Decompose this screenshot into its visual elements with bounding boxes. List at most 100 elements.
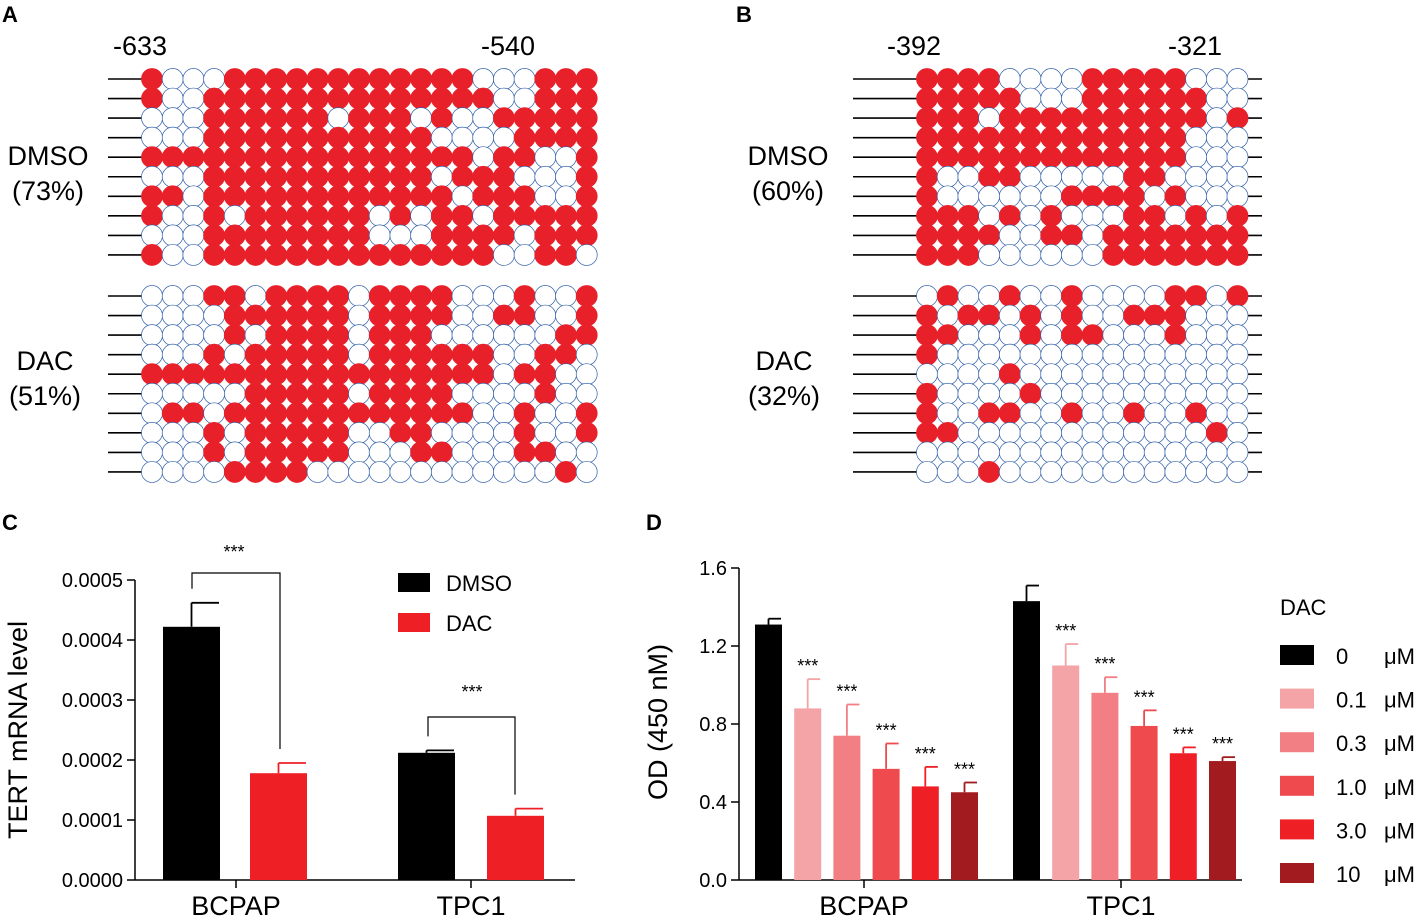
- methylated-cpg-dot: [472, 363, 495, 386]
- methylated-cpg-dot: [285, 421, 308, 444]
- y-tick-label: 0.0005: [62, 570, 123, 592]
- unmethylated-cpg-dot: [1123, 363, 1145, 386]
- unmethylated-cpg-dot: [141, 402, 163, 425]
- methylated-cpg-dot: [1061, 107, 1083, 129]
- methylated-cpg-dot: [265, 87, 288, 110]
- unmethylated-cpg-dot: [1081, 304, 1104, 327]
- methylated-cpg-dot: [1226, 285, 1249, 307]
- significance-label: ***: [1134, 687, 1155, 707]
- methylated-cpg-dot: [1123, 244, 1145, 266]
- methylated-cpg-dot: [430, 402, 453, 425]
- methylated-cpg-dot: [244, 87, 267, 110]
- unmethylated-cpg-dot: [161, 461, 184, 483]
- legend-swatch: [1280, 688, 1314, 709]
- methylated-cpg-dot: [410, 185, 433, 208]
- methylated-cpg-dot: [223, 126, 246, 149]
- methylated-cpg-dot: [348, 107, 370, 129]
- methylated-cpg-dot: [306, 343, 329, 366]
- methylation-panel-b: -392 -321 DMSO (60%) DAC (32%): [748, 31, 1262, 483]
- unmethylated-cpg-dot: [1143, 324, 1166, 346]
- unmethylated-cpg-dot: [493, 285, 515, 307]
- bar-dose-3.0-tpc1: [1169, 753, 1197, 880]
- unmethylated-cpg-dot: [141, 107, 163, 129]
- unmethylated-cpg-dot: [957, 343, 980, 366]
- unmethylated-cpg-dot: [1226, 146, 1249, 169]
- unmethylated-cpg-dot: [1143, 402, 1166, 425]
- methylation-row: [108, 224, 598, 247]
- unmethylated-cpg-dot: [472, 324, 495, 346]
- unmethylated-cpg-dot: [957, 285, 980, 307]
- methylated-cpg-dot: [1040, 107, 1063, 129]
- methylated-cpg-dot: [265, 224, 288, 247]
- unmethylated-cpg-dot: [575, 363, 598, 386]
- unmethylated-cpg-dot: [1040, 304, 1063, 327]
- methylated-cpg-dot: [285, 382, 308, 405]
- methylated-cpg-dot: [389, 185, 412, 208]
- methylated-cpg-dot: [957, 87, 980, 110]
- unmethylated-cpg-dot: [161, 422, 184, 444]
- methylated-cpg-dot: [410, 324, 433, 347]
- position-end-label: -540: [481, 31, 535, 61]
- unmethylated-cpg-dot: [141, 224, 163, 247]
- unmethylated-cpg-dot: [534, 285, 557, 307]
- methylated-cpg-dot: [389, 126, 412, 149]
- methylated-cpg-dot: [223, 285, 246, 307]
- unmethylated-cpg-dot: [998, 224, 1021, 247]
- methylated-cpg-dot: [327, 382, 350, 405]
- unmethylated-cpg-dot: [493, 363, 515, 386]
- unmethylated-cpg-dot: [348, 382, 370, 405]
- methylated-cpg-dot: [410, 363, 433, 386]
- methylated-cpg-dot: [410, 244, 433, 266]
- unmethylated-cpg-dot: [472, 304, 495, 327]
- methylated-cpg-dot: [389, 382, 412, 405]
- methylated-cpg-dot: [306, 146, 329, 169]
- methylated-cpg-dot: [534, 382, 557, 405]
- methylated-cpg-dot: [534, 441, 557, 464]
- methylated-cpg-dot: [1123, 165, 1145, 188]
- unmethylated-cpg-dot: [555, 402, 577, 425]
- unmethylated-cpg-dot: [1081, 165, 1104, 188]
- unmethylated-cpg-dot: [978, 205, 1000, 227]
- unmethylated-cpg-dot: [182, 285, 205, 307]
- methylated-cpg-dot: [327, 224, 350, 247]
- group-label-dac: DAC: [755, 346, 812, 376]
- methylated-cpg-dot: [203, 244, 226, 266]
- unmethylated-cpg-dot: [161, 68, 184, 90]
- methylated-cpg-dot: [451, 204, 474, 227]
- unmethylated-cpg-dot: [472, 146, 495, 169]
- methylation-row: [108, 441, 598, 464]
- legend-swatch: [1280, 863, 1314, 883]
- unmethylated-cpg-dot: [203, 402, 225, 425]
- significance-label: ***: [876, 721, 897, 741]
- unmethylated-cpg-dot: [916, 285, 938, 307]
- methylated-cpg-dot: [327, 324, 350, 347]
- unmethylated-cpg-dot: [978, 324, 1000, 346]
- unmethylated-cpg-dot: [1123, 441, 1145, 464]
- unmethylated-cpg-dot: [1205, 146, 1228, 169]
- methylated-cpg-dot: [1102, 224, 1125, 247]
- methylated-cpg-dot: [451, 165, 474, 188]
- methylated-cpg-dot: [575, 126, 598, 149]
- methylated-cpg-dot: [389, 87, 412, 110]
- unmethylated-cpg-dot: [493, 382, 515, 405]
- bar-dose-0-tpc1: [1013, 601, 1040, 880]
- unmethylated-cpg-dot: [555, 185, 577, 208]
- legend-swatch-dmso: [398, 573, 430, 592]
- methylated-cpg-dot: [1185, 87, 1207, 110]
- methylated-cpg-dot: [244, 165, 267, 188]
- methylated-cpg-dot: [957, 68, 980, 90]
- unmethylated-cpg-dot: [493, 343, 515, 366]
- unmethylated-cpg-dot: [1185, 126, 1207, 149]
- unmethylated-cpg-dot: [534, 402, 557, 425]
- methylated-cpg-dot: [410, 87, 433, 110]
- methylated-cpg-dot: [575, 107, 598, 129]
- methylated-cpg-dot: [265, 421, 288, 444]
- bar-dose-0.1-tpc1: [1052, 665, 1080, 880]
- methylated-cpg-dot: [1164, 126, 1187, 149]
- legend-dose-unit: μM: [1384, 688, 1415, 713]
- unmethylated-cpg-dot: [203, 68, 225, 90]
- methylation-row: [108, 204, 598, 227]
- y-axis-title: TERT mRNA level: [3, 621, 33, 839]
- methylated-cpg-dot: [141, 204, 163, 227]
- methylated-cpg-dot: [1143, 126, 1166, 149]
